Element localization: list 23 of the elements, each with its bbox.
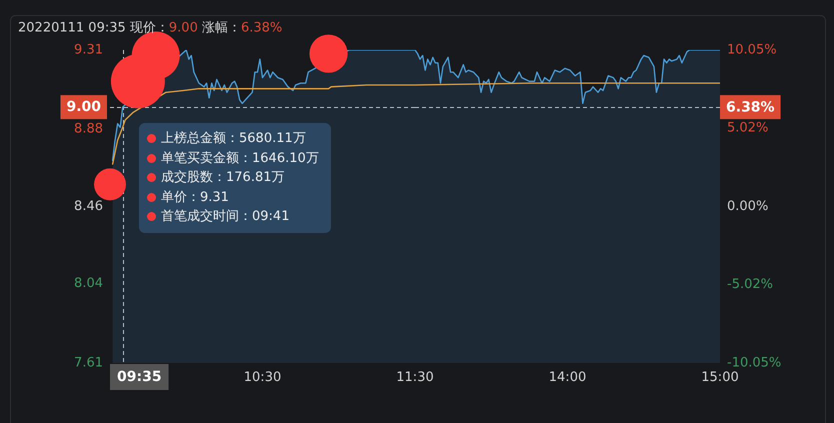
- y2-tick-label: 10.05%: [727, 42, 777, 58]
- chart-title: 20220111 09:35 现价：9.00 涨幅：6.38%: [18, 20, 282, 36]
- y-tick-label: 8.46: [74, 198, 103, 214]
- ref-line-label: 6.38%: [726, 99, 775, 116]
- y2-tick-label: 5.02%: [727, 120, 768, 136]
- ref-line-label: 9.00: [66, 99, 102, 116]
- x-tick-label: 14:00: [548, 370, 586, 386]
- y2-tick-label: -10.05%: [727, 355, 782, 370]
- text: 09:35: [116, 369, 162, 386]
- annotation: 成交股数：176.81万: [161, 169, 284, 187]
- x-tick-label: 15:00: [701, 370, 739, 386]
- y2-tick-label: 0.00%: [727, 198, 768, 214]
- annotation: 单价：9.31: [161, 188, 229, 206]
- y-tick-label: 7.61: [74, 355, 103, 370]
- y-tick-label: 9.31: [74, 42, 103, 58]
- annotation: 首笔成交时间：09:41: [161, 208, 290, 226]
- y-tick-label: 8.04: [74, 276, 103, 292]
- annotation: 单笔买卖金额：1646.10万: [161, 150, 319, 168]
- y-tick-label: 8.88: [74, 122, 103, 137]
- annotation: 上榜总金额：5680.11万: [161, 130, 306, 148]
- x-tick-label: 10:30: [244, 370, 282, 386]
- y2-tick-label: -5.02%: [727, 277, 773, 292]
- x-tick-label: 11:30: [396, 370, 434, 386]
